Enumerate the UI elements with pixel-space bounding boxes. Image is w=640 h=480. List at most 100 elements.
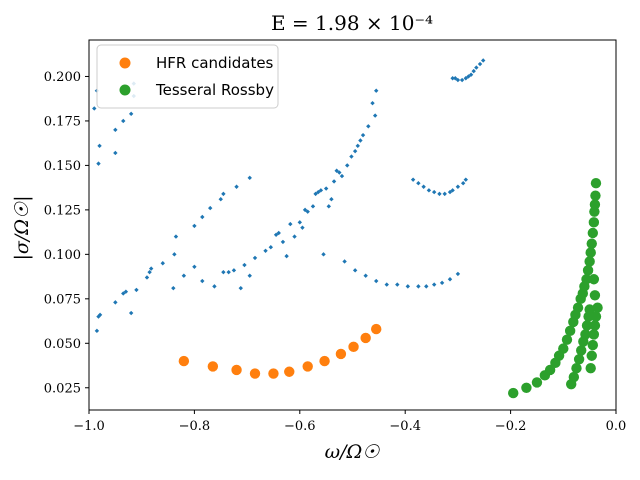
data-point [468,72,474,77]
legend: HFR candidates Tesseral Rossby [96,44,279,109]
data-point [455,77,461,83]
data-point [231,268,237,273]
data-point [94,328,100,334]
data-point [192,264,197,270]
legend-marker-rossby [119,84,131,96]
data-point [568,371,580,383]
plot-frame [88,39,617,411]
y-tick-label: 0.150 [44,159,81,174]
data-point [144,275,150,280]
data-point [585,247,596,258]
data-point [561,334,573,345]
data-point [123,289,129,294]
data-point [348,341,359,353]
data-point [242,262,247,268]
x-axis-label: ω/Ω☉ [325,441,381,463]
data-point [310,204,316,209]
data-point [450,76,455,81]
data-point [590,311,602,322]
data-point [335,348,347,360]
data-point [178,355,190,367]
data-point [323,186,329,191]
data-point [288,221,293,227]
data-point [588,274,600,285]
data-point [366,124,371,129]
y-axis-label: |σ/Ω☉| [11,196,33,261]
data-point [173,234,179,239]
data-point [113,127,118,133]
data-point [558,343,569,354]
y-tick-label: 0.175 [44,114,81,129]
data-point [426,188,432,193]
data-point [439,280,445,286]
data-point [588,329,600,340]
data-point [252,255,258,261]
data-point [584,304,595,315]
data-point [374,278,379,284]
data-point [416,180,421,186]
data-point [352,148,358,154]
data-point [589,199,601,210]
data-point [521,382,532,393]
series-0 [92,58,486,334]
data-point [334,168,339,173]
data-point [564,325,576,337]
data-point [121,118,126,124]
data-point [200,214,205,220]
data-point [355,143,360,149]
data-point [172,252,177,257]
x-tick-label: −0.6 [284,419,316,434]
data-point [192,223,197,229]
data-point [147,269,152,275]
legend-label-hfr: HFR candidates [156,54,274,72]
data-point [421,184,426,189]
data-point [588,217,600,228]
data-point [234,184,239,189]
data-point [349,154,354,159]
data-point [480,58,486,63]
data-point [358,138,363,143]
data-point [395,282,400,287]
data-point [471,68,476,74]
data-point [372,113,378,118]
data-point [587,227,599,239]
y-tick-label: 0.025 [44,381,81,396]
data-point [319,355,330,367]
data-point [455,184,461,189]
data-point [592,302,603,313]
data-point [544,364,556,376]
data-point [447,189,453,195]
data-point [96,161,101,166]
data-point [171,285,176,291]
data-point [321,252,326,257]
data-point [589,320,601,331]
data-point [463,76,469,81]
data-point [573,354,585,365]
data-point [584,256,595,267]
data-point [268,368,279,379]
data-point [463,177,469,182]
data-point [571,362,582,374]
data-point [181,273,187,278]
data-point [424,284,429,289]
data-point [247,175,252,181]
data-point [360,332,371,344]
data-point [447,277,453,282]
data-point [508,387,519,399]
data-point [113,150,118,156]
data-point [370,100,375,106]
x-tick-label: −0.4 [389,419,421,434]
y-tick-label: 0.200 [44,70,81,85]
data-point [316,189,321,195]
data-point [97,143,102,149]
y-tick-label: 0.050 [44,337,81,352]
data-point [276,230,281,236]
data-point [128,310,134,316]
data-point [273,232,279,237]
data-point [384,282,389,287]
data-point [292,234,297,239]
data-point [329,197,334,202]
x-tick-label: −0.8 [179,419,211,434]
